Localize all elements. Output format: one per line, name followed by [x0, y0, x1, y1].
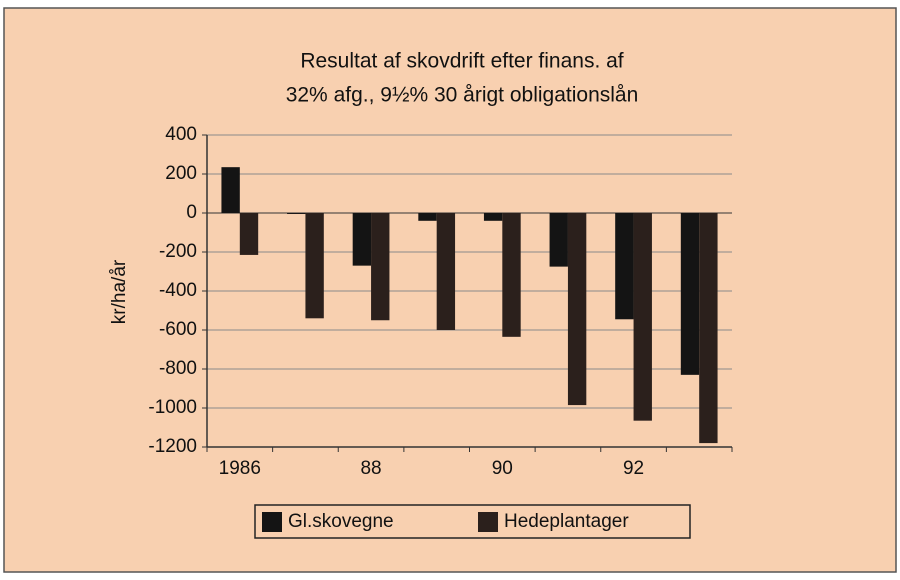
bar — [567, 213, 587, 406]
y-tick-label: 200 — [165, 163, 197, 184]
bar — [633, 213, 652, 421]
y-tick-label: -400 — [159, 280, 197, 301]
bar — [615, 213, 634, 320]
y-tick-label: -800 — [159, 358, 197, 379]
bar — [699, 213, 718, 444]
legend-swatch — [478, 512, 498, 532]
x-tick-label: 88 — [360, 458, 381, 479]
bar — [680, 213, 700, 375]
y-tick-label: -200 — [159, 241, 197, 262]
bar — [549, 213, 568, 267]
y-tick-label: 400 — [165, 124, 197, 145]
x-tick-label: 92 — [623, 458, 644, 479]
bar — [502, 213, 521, 337]
bar — [305, 213, 324, 319]
legend-box — [254, 504, 691, 539]
bar — [287, 213, 306, 214]
bar — [436, 213, 456, 330]
y-tick-label: -1000 — [148, 397, 197, 418]
y-tick-label: -1200 — [148, 436, 197, 457]
bar — [352, 213, 372, 266]
y-tick-label: 0 — [186, 202, 197, 223]
bar — [483, 213, 503, 221]
legend-label: Hedeplantager — [504, 511, 629, 532]
bar — [221, 167, 240, 213]
x-tick-label: 1986 — [219, 458, 261, 479]
x-tick-label: 90 — [492, 458, 513, 479]
chart-title: 32% afg., 9½% 30 årigt obligationslån — [286, 84, 639, 107]
bar — [418, 213, 437, 221]
bar — [371, 213, 390, 321]
bar — [239, 213, 259, 255]
legend-swatch — [262, 512, 282, 532]
legend-label: Gl.skovegne — [288, 511, 394, 532]
y-axis-label: kr/ha/år — [109, 259, 130, 324]
chart-title: Resultat af skovdrift efter finans. af — [300, 50, 623, 73]
y-tick-label: -600 — [159, 319, 197, 340]
